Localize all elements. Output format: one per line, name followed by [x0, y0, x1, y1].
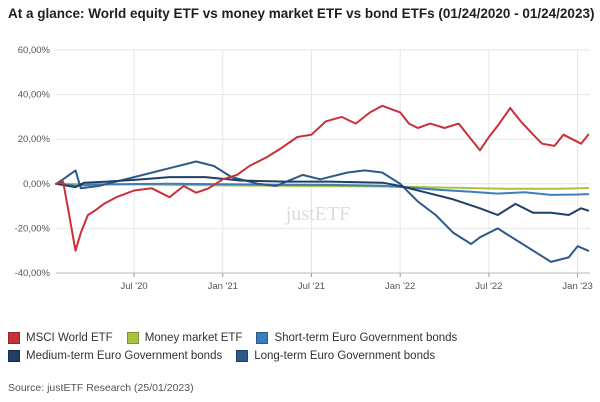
y-tick-label: 40,00%	[18, 90, 51, 101]
legend-label: Short-term Euro Government bonds	[274, 332, 458, 344]
legend-label: Medium-term Euro Government bonds	[26, 350, 223, 362]
source-note: Source: justETF Research (25/01/2023)	[8, 382, 194, 394]
x-axis: Jul '20 Jan '21 Jul '21 Jan '22 Jul '22 Jan '…	[56, 272, 593, 292]
legend-label: MSCI World ETF	[26, 332, 113, 344]
legend-item[interactable]: Medium-term Euro Government bonds	[8, 350, 222, 362]
x-tick-label: Jan '23	[562, 281, 592, 292]
legend: MSCI World ETF Money market ETF Short-term…	[8, 332, 598, 368]
legend-item[interactable]: Money market ETF	[126, 332, 243, 344]
legend-label: Money market ETF	[144, 332, 243, 344]
series-line-3	[55, 176, 590, 216]
x-tick-label: Jul '21	[298, 281, 325, 292]
legend-item[interactable]: MSCI World ETF	[8, 332, 113, 344]
chart-title: At a glance: World equity ETF vs money m…	[8, 6, 595, 21]
series-line-0	[55, 104, 590, 252]
series-line-4	[55, 160, 590, 263]
grid	[56, 49, 590, 274]
legend-swatch	[8, 332, 20, 344]
x-tick-label: Jan '21	[208, 281, 238, 292]
x-tick-label: Jul '20	[120, 281, 147, 292]
y-tick-label: 0,00%	[23, 179, 50, 190]
y-tick-label: -20,00%	[15, 223, 51, 234]
legend-label: Long-term Euro Government bonds	[254, 350, 436, 362]
legend-swatch	[8, 350, 20, 362]
x-tick-label: Jan '22	[385, 281, 415, 292]
y-axis: 60,00% 40,00% 20,00% 0,00% -20,00% -40,00%	[15, 45, 51, 279]
legend-swatch	[236, 350, 249, 362]
y-tick-label: 20,00%	[18, 134, 51, 145]
legend-item[interactable]: Long-term Euro Government bonds	[236, 350, 435, 362]
series-lines	[55, 104, 590, 263]
justetf-watermark: justETF	[285, 203, 350, 225]
y-tick-label: -40,00%	[15, 268, 51, 279]
legend-swatch	[256, 332, 269, 344]
legend-item[interactable]: Short-term Euro Government bonds	[256, 332, 457, 344]
legend-swatch	[126, 332, 139, 344]
line-chart: justETF 60,00% 40,00% 20,00% 0,00% -20,00% -4…	[15, 45, 593, 292]
x-tick-label: Jul '22	[475, 281, 502, 292]
series-line-2	[55, 182, 590, 196]
y-tick-label: 60,00%	[18, 45, 51, 56]
